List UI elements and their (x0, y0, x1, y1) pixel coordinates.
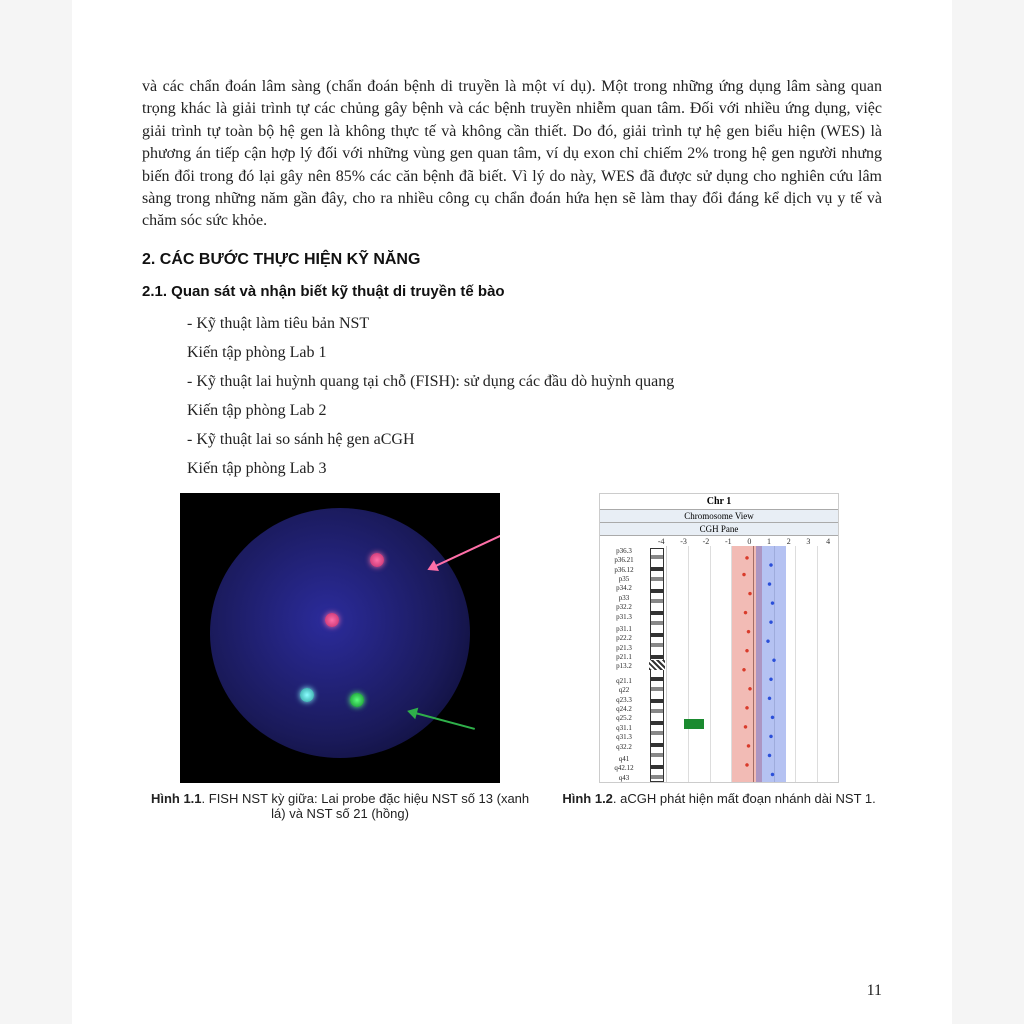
caption-text: . FISH NST kỳ giữa: Lai probe đặc hiệu N… (202, 791, 530, 821)
list-item: - Kỹ thuật làm tiêu bản NST (187, 312, 882, 336)
band-label: q24.2 (602, 706, 646, 713)
list-item: - Kỹ thuật lai huỳnh quang tại chỗ (FISH… (187, 370, 882, 394)
band-label: p31.3 (602, 614, 646, 621)
band-label: p34.2 (602, 585, 646, 592)
list-item: Kiến tập phòng Lab 2 (187, 399, 882, 423)
band-label: p21.1 (602, 654, 646, 661)
body-paragraph: và các chẩn đoán lâm sàng (chẩn đoán bện… (142, 76, 882, 233)
cgh-scale-axis: -4 -3 -2 -1 0 1 2 3 4 (600, 536, 838, 546)
list-item: Kiến tập phòng Lab 1 (187, 341, 882, 365)
band-label: p35 (602, 576, 646, 583)
scatter-blue-series (756, 546, 786, 783)
probe-signal-pink (325, 613, 339, 627)
scale-tick: -2 (703, 537, 710, 546)
list-item: Kiến tập phòng Lab 3 (187, 457, 882, 481)
scale-tick: 1 (767, 537, 771, 546)
band-label: p36.12 (602, 567, 646, 574)
band-label: q32.2 (602, 744, 646, 751)
list-item: - Kỹ thuật lai so sánh hệ gen aCGH (187, 428, 882, 452)
grid-line (817, 546, 818, 783)
figure-2-container: Chr 1 Chromosome View CGH Pane -4 -3 -2 … (561, 493, 877, 821)
document-page: và các chẩn đoán lâm sàng (chẩn đoán bện… (72, 0, 952, 1024)
probe-signal-green (350, 693, 364, 707)
probe-signal-pink (370, 553, 384, 567)
probe-signal-cyan (300, 688, 314, 702)
technique-list: - Kỹ thuật làm tiêu bản NST Kiến tập phò… (142, 312, 882, 481)
scale-tick: 2 (787, 537, 791, 546)
centromere-icon (649, 660, 665, 670)
subsection-heading: 2.1. Quan sát và nhận biết kỹ thuật di t… (142, 283, 882, 300)
scale-tick: 3 (806, 537, 810, 546)
cgh-plot-body: p36.3 p36.21 p36.12 p35 p34.2 p33 p32.2 … (600, 546, 838, 783)
caption-bold: Hình 1.2 (562, 791, 613, 806)
band-label: p32.2 (602, 604, 646, 611)
acgh-chromosome-view: Chr 1 Chromosome View CGH Pane -4 -3 -2 … (599, 493, 839, 783)
band-label: q23.3 (602, 697, 646, 704)
page-number: 11 (867, 982, 882, 1000)
figure-1-caption: Hình 1.1. FISH NST kỳ giữa: Lai probe đặ… (147, 791, 533, 821)
grid-line (710, 546, 711, 783)
band-label: p36.21 (602, 557, 646, 564)
cell-nucleus (210, 508, 470, 758)
cgh-pane-label: CGH Pane (600, 523, 838, 536)
cgh-scatter-plot (666, 546, 838, 783)
band-label: q25.2 (602, 715, 646, 722)
band-label: p21.3 (602, 645, 646, 652)
scale-tick: 0 (747, 537, 751, 546)
grid-line (795, 546, 796, 783)
band-label: q43 (602, 775, 646, 782)
figures-row: Hình 1.1. FISH NST kỳ giữa: Lai probe đặ… (142, 493, 882, 821)
band-label: p33 (602, 595, 646, 602)
scale-tick: -3 (680, 537, 687, 546)
band-label: q22 (602, 687, 646, 694)
figure-2-caption: Hình 1.2. aCGH phát hiện mất đoạn nhánh … (561, 791, 877, 806)
cgh-view-label: Chromosome View (600, 509, 838, 523)
band-label: p36.3 (602, 548, 646, 555)
grid-line (688, 546, 689, 783)
deletion-marker (684, 719, 704, 729)
section-heading: 2. CÁC BƯỚC THỰC HIỆN KỸ NĂNG (142, 251, 882, 269)
fish-microscopy-image (180, 493, 500, 783)
band-label: q31.1 (602, 725, 646, 732)
scale-tick: -1 (725, 537, 732, 546)
band-label: p31.1 (602, 626, 646, 633)
cytoband-labels: p36.3 p36.21 p36.12 p35 p34.2 p33 p32.2 … (600, 546, 648, 783)
band-label: q31.3 (602, 734, 646, 741)
chromosome-ideogram (650, 548, 664, 782)
figure-1-container: Hình 1.1. FISH NST kỳ giữa: Lai probe đặ… (147, 493, 533, 821)
scale-tick: -4 (658, 537, 665, 546)
caption-bold: Hình 1.1 (151, 791, 202, 806)
band-label: q21.1 (602, 678, 646, 685)
band-label: p22.2 (602, 635, 646, 642)
band-label: p13.2 (602, 663, 646, 670)
band-label: q42.12 (602, 765, 646, 772)
scale-tick: 4 (826, 537, 830, 546)
caption-text: . aCGH phát hiện mất đoạn nhánh dài NST … (613, 791, 876, 806)
band-label: q41 (602, 756, 646, 763)
cgh-chromosome-title: Chr 1 (600, 494, 838, 509)
